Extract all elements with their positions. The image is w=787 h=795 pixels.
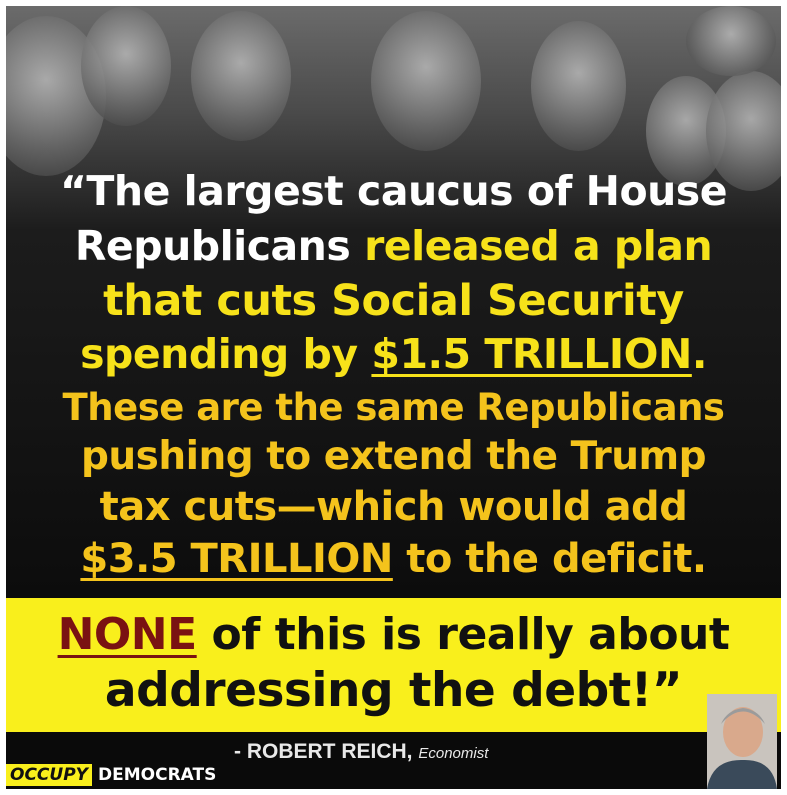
text: of this is really about xyxy=(211,609,730,660)
text: $1.5 TRILLION xyxy=(371,330,692,378)
quote-line: “The largest caucus of House xyxy=(6,166,781,216)
quote-line: pushing to extend the Trump xyxy=(6,432,781,482)
text: These are the same Republicans xyxy=(62,386,725,429)
text: “The largest caucus of House xyxy=(59,167,728,215)
highlight-band: NONE of this is really about addressing … xyxy=(6,598,781,732)
text: that cuts Social Security xyxy=(103,276,684,326)
conclusion-line: NONE of this is really about xyxy=(6,610,781,660)
quote-line: that cuts Social Security xyxy=(6,276,781,326)
brand-logo: DEMOCRATS xyxy=(98,765,217,785)
text: pushing to extend the Trump xyxy=(80,434,707,479)
author: - ROBERT REICH, xyxy=(234,740,413,763)
text: to the deficit. xyxy=(406,536,707,582)
text: tax cuts—which would add xyxy=(99,484,688,530)
face xyxy=(723,707,763,757)
hair xyxy=(721,708,765,724)
background-photo xyxy=(6,6,781,598)
text: $3.5 TRILLION xyxy=(80,536,393,582)
conclusion-line: addressing the debt!” xyxy=(6,666,781,716)
quote-line: $3.5 TRILLION to the deficit. xyxy=(6,534,781,584)
text: spending by xyxy=(80,330,358,378)
shoulders xyxy=(707,759,777,789)
footer: OCCUPY DEMOCRATS - ROBERT REICH, Economi… xyxy=(6,694,781,789)
quote-line: These are the same Republicans xyxy=(6,383,781,433)
quote-line: spending by $1.5 TRILLION. xyxy=(6,329,781,379)
role: Economist xyxy=(418,745,489,762)
text: NONE xyxy=(57,609,198,660)
text: addressing the debt!” xyxy=(104,663,683,718)
text: . xyxy=(691,330,708,378)
text: released a plan xyxy=(364,222,713,270)
text: Republicans xyxy=(74,222,351,270)
quote-line: tax cuts—which would add xyxy=(6,482,781,532)
attribution: - ROBERT REICH, Economist xyxy=(234,740,488,764)
quote-line: Republicans released a plan xyxy=(6,221,781,271)
author-portrait xyxy=(707,694,777,789)
card: “The largest caucus of House Republicans… xyxy=(6,6,781,789)
brand-logo: OCCUPY xyxy=(6,764,92,786)
